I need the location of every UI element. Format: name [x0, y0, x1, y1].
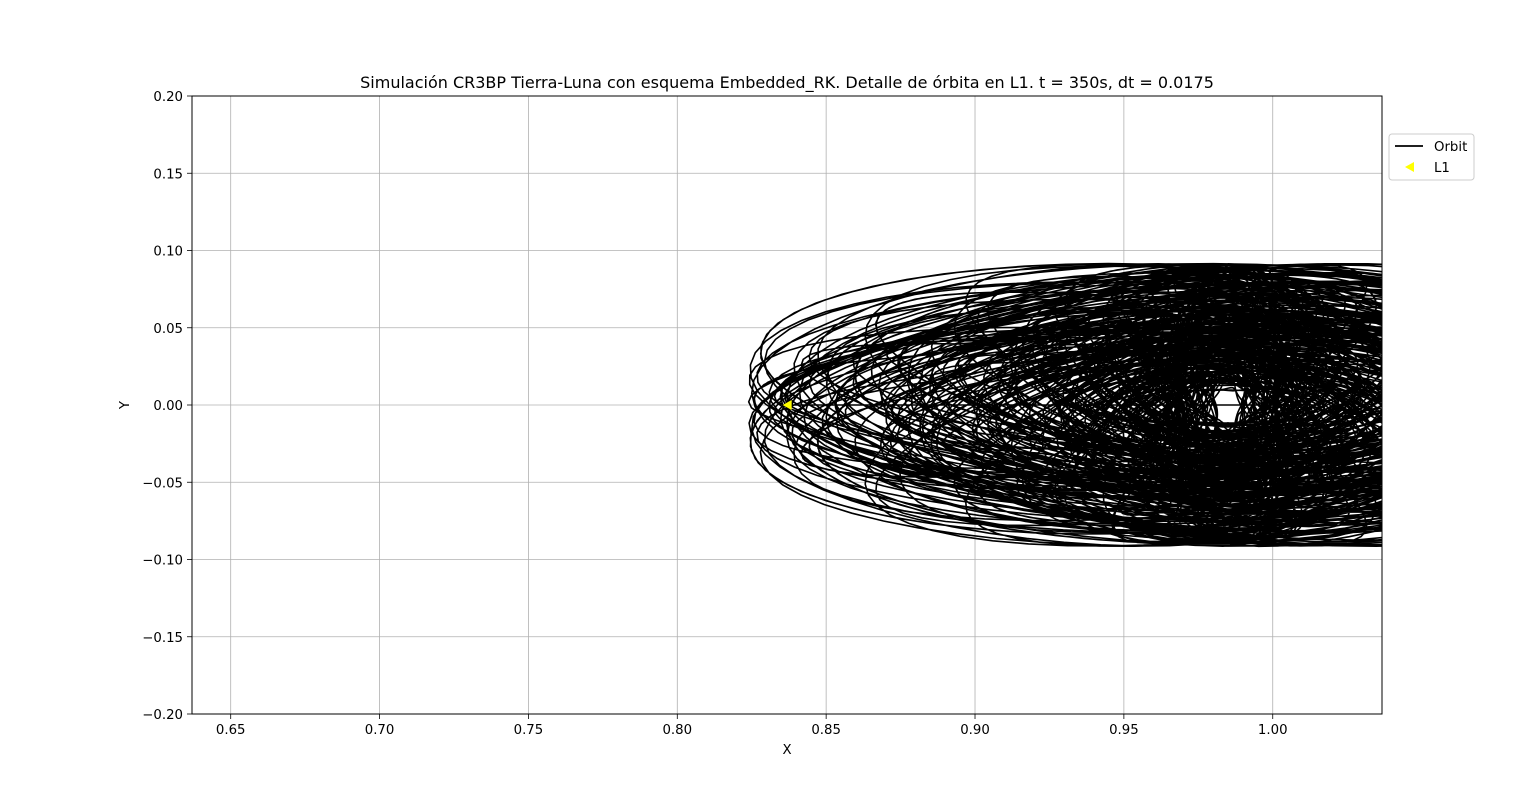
y-tick-label: 0.15 [153, 167, 183, 182]
orbit-line [747, 262, 1382, 548]
y-tick-label: 0.20 [153, 90, 183, 105]
y-tick-label: −0.15 [142, 631, 183, 646]
y-tick-label: 0.10 [153, 245, 183, 260]
y-axis-label: Y [118, 400, 133, 410]
x-tick-label: 0.65 [216, 723, 246, 738]
l1-series [782, 400, 792, 410]
x-tick-label: 0.95 [1109, 723, 1139, 738]
x-tick-label: 0.75 [514, 723, 544, 738]
l1-marker [782, 400, 792, 410]
x-tick-label: 0.90 [960, 723, 990, 738]
x-tick-label: 0.80 [662, 723, 692, 738]
x-tick-label: 1.00 [1258, 723, 1288, 738]
legend-l1-label: L1 [1434, 161, 1450, 176]
x-axis-ticks: 0.65 0.70 0.75 0.80 0.85 0.90 0.95 1.00 [216, 714, 1288, 738]
x-axis-label: X [782, 743, 791, 758]
y-tick-label: −0.05 [142, 476, 183, 491]
y-tick-label: −0.10 [142, 554, 183, 569]
x-tick-label: 0.70 [365, 723, 395, 738]
chart-title: Simulación CR3BP Tierra-Luna con esquema… [360, 73, 1214, 93]
y-tick-label: 0.00 [153, 399, 183, 414]
legend-orbit-label: Orbit [1434, 140, 1467, 155]
orbit-series [747, 262, 1382, 548]
legend-l1-swatch [1405, 162, 1414, 172]
y-axis-ticks: 0.20 0.15 0.10 0.05 0.00 −0.05 −0.10 −0.15 −0.20 [142, 90, 192, 723]
x-tick-label: 0.85 [811, 723, 841, 738]
legend: Orbit L1 [1388, 133, 1475, 181]
y-tick-label: −0.20 [142, 708, 183, 723]
y-tick-label: 0.05 [153, 322, 183, 337]
